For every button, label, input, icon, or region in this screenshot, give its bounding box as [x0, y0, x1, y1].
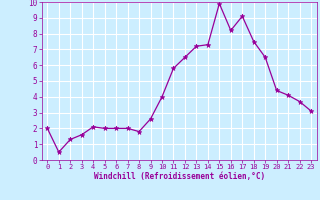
- X-axis label: Windchill (Refroidissement éolien,°C): Windchill (Refroidissement éolien,°C): [94, 172, 265, 181]
